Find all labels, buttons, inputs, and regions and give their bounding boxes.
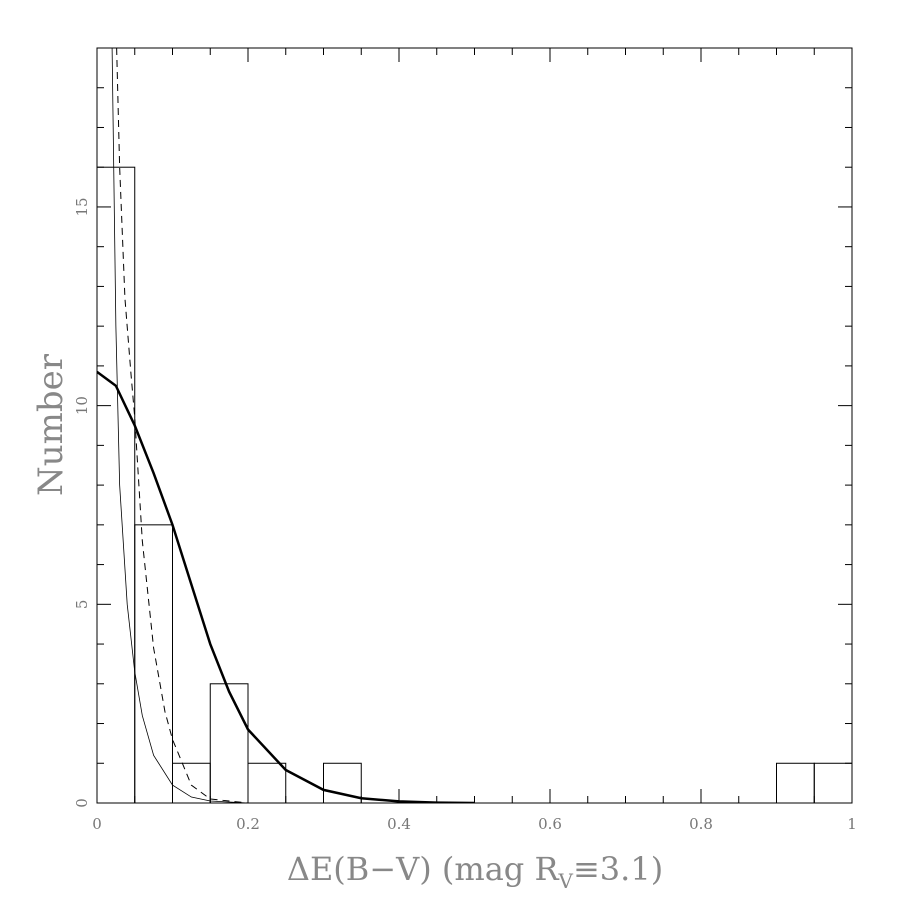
x-tick-label: 0	[92, 815, 102, 833]
x-tick-label: 0.2	[236, 815, 260, 833]
y-tick-label: 5	[73, 600, 91, 610]
bar	[134, 524, 173, 804]
x-tick-label: 0.6	[538, 815, 562, 833]
y-axis-label: Number	[31, 353, 71, 496]
y-tick-label: 10	[73, 396, 91, 415]
fit-curve	[97, 370, 475, 803]
y-tick-label: 0	[73, 798, 91, 808]
x-tick-label: 0.4	[387, 815, 411, 833]
y-tick-label: 15	[73, 197, 91, 216]
bar	[323, 762, 362, 804]
bar	[247, 762, 287, 804]
fit-curve	[111, 48, 249, 803]
x-tick-label: 0.8	[689, 815, 713, 833]
bar	[776, 762, 815, 804]
curves	[97, 48, 475, 803]
bar	[813, 762, 853, 804]
fit-curve	[116, 48, 249, 803]
x-tick-label: 1	[847, 815, 857, 833]
bar	[96, 166, 136, 804]
x-axis-label: ΔE(B−V) (mag RV≡3.1)	[287, 850, 663, 893]
bar	[209, 683, 249, 804]
